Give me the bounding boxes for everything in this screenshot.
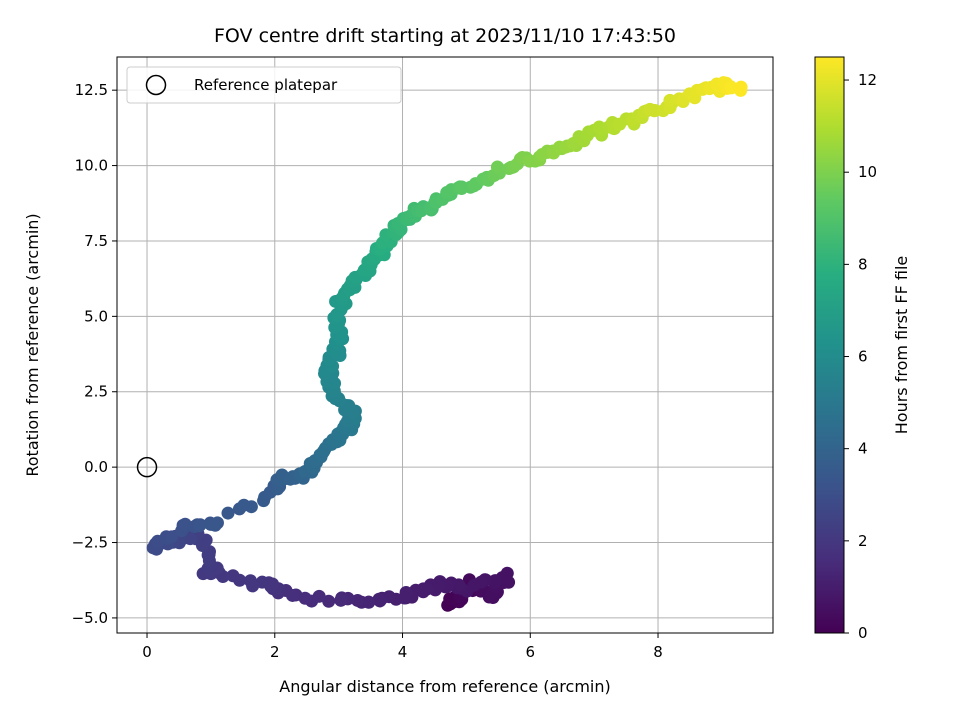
legend: Reference platepar	[126, 66, 402, 104]
data-point	[165, 530, 179, 544]
colorbar-tick-label: 4	[858, 440, 868, 458]
data-point	[734, 80, 748, 94]
colorbar: 0 2 4 6 8 10 12 Hours from first FF file	[814, 56, 911, 642]
data-point	[226, 569, 240, 583]
colorbar-ticks: 0 2 4 6 8 10 12	[844, 71, 877, 642]
data-point	[490, 160, 504, 174]
colorbar-tick-label: 10	[858, 163, 877, 181]
legend-marker	[145, 74, 167, 96]
y-tick-label: 2.5	[84, 383, 108, 401]
data-point	[523, 154, 537, 168]
data-point	[192, 519, 206, 533]
grid	[117, 57, 773, 633]
y-tick-label: 5.0	[84, 307, 108, 325]
y-tick-label: −2.5	[72, 534, 108, 552]
y-axis-label: Rotation from reference (arcmin)	[23, 213, 42, 476]
y-tick-label: 12.5	[75, 81, 108, 99]
data-point	[334, 593, 348, 607]
x-axis-label: Angular distance from reference (arcmin)	[279, 677, 610, 696]
y-tick-label: 0.0	[84, 458, 108, 476]
colorbar-tick-label: 6	[858, 348, 868, 366]
data-point	[210, 516, 224, 530]
colorbar-gradient	[814, 56, 845, 634]
data-point	[592, 120, 606, 134]
colorbar-tick-label: 0	[858, 624, 868, 642]
colorbar-label: Hours from first FF file	[892, 256, 911, 435]
legend-box	[126, 66, 402, 104]
y-tick-label: 7.5	[84, 232, 108, 250]
x-tick-label: 4	[398, 643, 408, 661]
colorbar-tick-label: 2	[858, 532, 868, 550]
scatter-points	[146, 76, 748, 612]
x-tick-label: 6	[526, 643, 536, 661]
reference-marker	[136, 456, 158, 478]
chart-title: FOV centre drift starting at 2023/11/10 …	[214, 25, 676, 47]
data-point	[244, 500, 258, 514]
x-axis-ticks: 0 2 4 6 8	[142, 633, 663, 661]
plot-frame	[116, 56, 774, 634]
x-tick-label: 0	[142, 643, 152, 661]
x-tick-label: 8	[653, 643, 663, 661]
y-tick-label: 10.0	[75, 157, 108, 175]
legend-label: Reference platepar	[194, 76, 338, 94]
data-point	[221, 506, 235, 520]
y-axis-ticks: −5.0 −2.5 0.0 2.5 5.0 7.5 10.0 12.5	[72, 81, 117, 627]
y-tick-label: −5.0	[72, 609, 108, 627]
colorbar-tick-label: 8	[858, 255, 868, 273]
data-point	[243, 574, 257, 588]
colorbar-tick-label: 12	[858, 71, 877, 89]
x-tick-label: 2	[270, 643, 280, 661]
data-point	[373, 594, 387, 608]
